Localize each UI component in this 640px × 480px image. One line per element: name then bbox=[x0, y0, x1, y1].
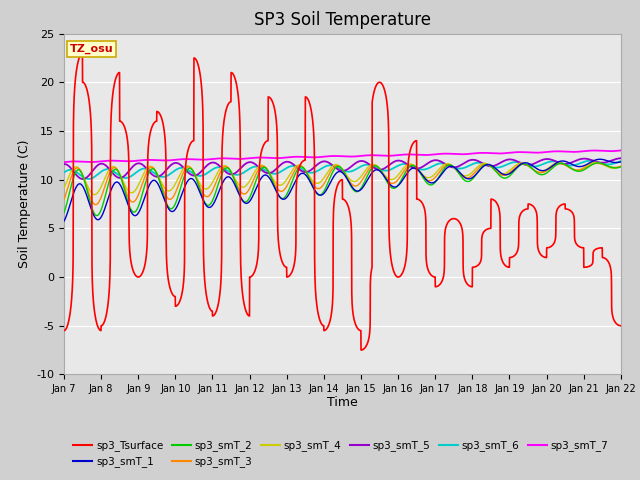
sp3_smT_5 bbox=[397, 158, 404, 164]
sp3_smT_2 bbox=[93, 213, 100, 218]
sp3_smT_3 bbox=[593, 160, 601, 166]
sp3_smT_3 bbox=[406, 162, 414, 168]
sp3_smT_7 bbox=[406, 152, 414, 157]
sp3_smT_4 bbox=[216, 167, 223, 172]
sp3_smT_6 bbox=[180, 165, 188, 171]
sp3_smT_7 bbox=[397, 152, 404, 158]
sp3_smT_2 bbox=[595, 160, 602, 166]
sp3_smT_4 bbox=[60, 185, 68, 191]
sp3_smT_1 bbox=[179, 188, 187, 193]
sp3_smT_4 bbox=[397, 169, 404, 175]
sp3_smT_3 bbox=[180, 170, 188, 176]
sp3_smT_1 bbox=[60, 218, 68, 224]
sp3_smT_6 bbox=[216, 164, 223, 170]
Line: sp3_smT_4: sp3_smT_4 bbox=[64, 162, 621, 195]
sp3_smT_2 bbox=[180, 176, 188, 181]
sp3_smT_3 bbox=[60, 197, 68, 203]
sp3_smT_5 bbox=[60, 161, 68, 167]
sp3_smT_5 bbox=[564, 161, 572, 167]
sp3_smT_6 bbox=[397, 162, 404, 168]
sp3_smT_7 bbox=[60, 159, 68, 165]
sp3_smT_3 bbox=[92, 202, 100, 207]
Text: TZ_osu: TZ_osu bbox=[70, 44, 113, 54]
sp3_smT_2 bbox=[216, 177, 223, 183]
Line: sp3_smT_7: sp3_smT_7 bbox=[64, 150, 621, 162]
sp3_smT_2 bbox=[406, 163, 414, 169]
sp3_smT_4 bbox=[617, 164, 625, 169]
Line: sp3_smT_5: sp3_smT_5 bbox=[64, 158, 621, 179]
sp3_Tsurface bbox=[216, 293, 223, 299]
sp3_smT_1 bbox=[596, 156, 604, 162]
Legend: sp3_Tsurface, sp3_smT_1, sp3_smT_2, sp3_smT_3, sp3_smT_4, sp3_smT_5, sp3_smT_6, : sp3_Tsurface, sp3_smT_1, sp3_smT_2, sp3_… bbox=[69, 436, 612, 471]
Line: sp3_smT_1: sp3_smT_1 bbox=[64, 159, 621, 221]
sp3_Tsurface bbox=[564, 206, 572, 212]
sp3_smT_4 bbox=[592, 159, 600, 165]
sp3_smT_7 bbox=[564, 149, 572, 155]
sp3_Tsurface bbox=[79, 50, 86, 56]
sp3_smT_7 bbox=[216, 156, 223, 161]
Title: SP3 Soil Temperature: SP3 Soil Temperature bbox=[254, 11, 431, 29]
sp3_smT_7 bbox=[617, 147, 625, 153]
sp3_smT_5 bbox=[180, 165, 188, 170]
sp3_smT_6 bbox=[60, 169, 68, 175]
Y-axis label: Soil Temperature (C): Soil Temperature (C) bbox=[18, 140, 31, 268]
sp3_smT_7 bbox=[616, 148, 624, 154]
sp3_smT_7 bbox=[179, 156, 187, 162]
sp3_smT_4 bbox=[406, 161, 414, 167]
sp3_smT_3 bbox=[397, 173, 404, 179]
sp3_smT_1 bbox=[397, 180, 404, 186]
sp3_smT_6 bbox=[617, 158, 625, 164]
sp3_smT_3 bbox=[617, 163, 625, 169]
sp3_Tsurface bbox=[357, 347, 365, 353]
sp3_smT_1 bbox=[617, 159, 625, 165]
sp3_smT_5 bbox=[216, 163, 223, 169]
sp3_smT_2 bbox=[617, 164, 625, 170]
sp3_smT_3 bbox=[564, 164, 572, 169]
sp3_Tsurface bbox=[617, 323, 625, 329]
Line: sp3_smT_6: sp3_smT_6 bbox=[64, 161, 621, 179]
sp3_smT_4 bbox=[564, 164, 572, 169]
sp3_smT_5 bbox=[617, 156, 625, 161]
X-axis label: Time: Time bbox=[327, 396, 358, 408]
sp3_smT_1 bbox=[216, 187, 223, 193]
sp3_smT_6 bbox=[617, 158, 625, 164]
sp3_smT_2 bbox=[60, 210, 68, 216]
sp3_smT_1 bbox=[564, 159, 572, 165]
sp3_smT_5 bbox=[406, 164, 414, 169]
sp3_Tsurface bbox=[617, 323, 625, 329]
sp3_smT_2 bbox=[617, 164, 625, 170]
sp3_smT_6 bbox=[406, 163, 414, 168]
Line: sp3_smT_3: sp3_smT_3 bbox=[64, 163, 621, 204]
sp3_smT_5 bbox=[617, 156, 625, 161]
sp3_smT_6 bbox=[85, 176, 93, 182]
sp3_smT_4 bbox=[180, 166, 188, 171]
sp3_smT_1 bbox=[617, 159, 625, 165]
sp3_smT_3 bbox=[617, 163, 625, 169]
sp3_smT_5 bbox=[79, 176, 86, 182]
sp3_smT_3 bbox=[216, 171, 223, 177]
sp3_smT_2 bbox=[397, 178, 404, 184]
sp3_smT_4 bbox=[617, 164, 625, 169]
sp3_Tsurface bbox=[407, 146, 415, 152]
Line: sp3_smT_2: sp3_smT_2 bbox=[64, 163, 621, 216]
Line: sp3_Tsurface: sp3_Tsurface bbox=[64, 53, 621, 350]
sp3_smT_1 bbox=[406, 167, 414, 172]
sp3_smT_4 bbox=[91, 192, 99, 198]
sp3_smT_2 bbox=[564, 163, 572, 169]
sp3_smT_6 bbox=[564, 162, 572, 168]
sp3_Tsurface bbox=[397, 273, 404, 278]
sp3_smT_6 bbox=[586, 158, 594, 164]
sp3_Tsurface bbox=[60, 328, 68, 334]
sp3_Tsurface bbox=[180, 281, 188, 287]
